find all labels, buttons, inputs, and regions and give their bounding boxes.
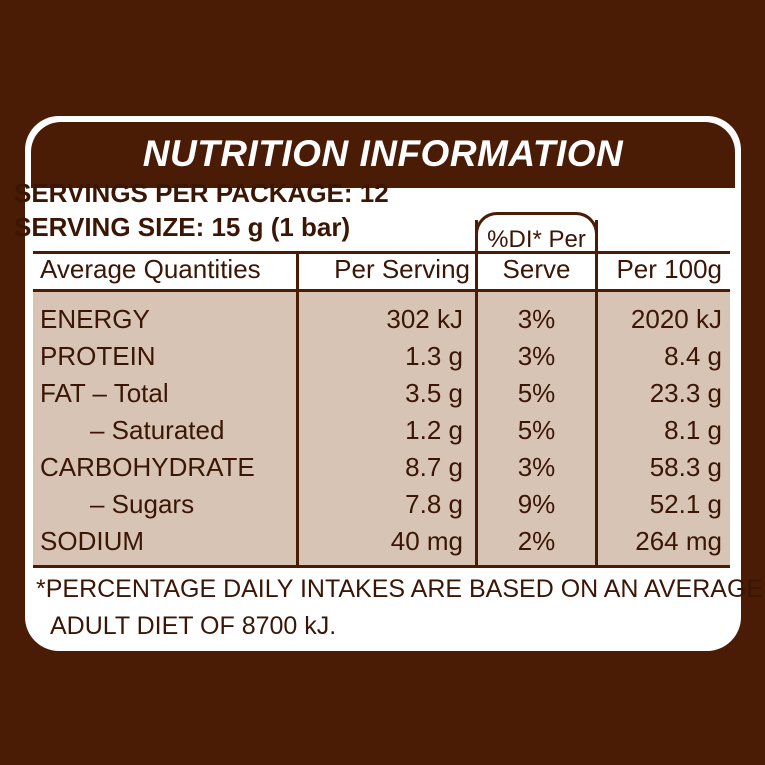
table-row: CARBOHYDRATE 8.7 g 3% 58.3 g	[0, 452, 765, 488]
footnote-line1: *PERCENTAGE DAILY INTAKES ARE BASED ON A…	[36, 575, 764, 603]
per-serving-value: 3.5 g	[405, 378, 463, 408]
footnote-line2: ADULT DIET OF 8700 kJ.	[50, 612, 337, 640]
table-row: – Saturated 1.2 g 5% 8.1 g	[0, 415, 765, 451]
nutrient-name: ENERGY	[40, 304, 150, 334]
table-row: SODIUM 40 mg 2% 264 mg	[0, 526, 765, 562]
table-body-fill	[33, 292, 730, 565]
per-serving-value: 1.3 g	[405, 341, 463, 371]
per-serving-value: 40 mg	[390, 526, 463, 556]
column-divider	[595, 220, 598, 568]
header-average-quantities: Average Quantities	[40, 254, 261, 284]
table-row: PROTEIN 1.3 g 3% 8.4 g	[0, 341, 765, 377]
per-serving-value: 1.2 g	[405, 415, 463, 445]
column-divider	[296, 251, 299, 568]
per-100g-value: 8.1 g	[664, 415, 722, 445]
table-row: FAT – Total 3.5 g 5% 23.3 g	[0, 378, 765, 414]
per-serving-value: 302 kJ	[386, 304, 463, 334]
column-divider	[475, 220, 478, 568]
header-top-rule	[33, 251, 730, 254]
di-value: 3%	[517, 452, 556, 482]
di-column-cap	[475, 212, 598, 252]
per-100g-value: 264 mg	[635, 526, 722, 556]
di-value: 3%	[517, 304, 556, 334]
header-bottom-rule	[33, 289, 730, 292]
di-value: 3%	[517, 341, 556, 371]
di-value: 5%	[517, 415, 556, 445]
per-100g-value: 23.3 g	[649, 378, 722, 408]
serving-size: SERVING SIZE: 15 g (1 bar)	[14, 212, 351, 242]
header-per-serving: Per Serving	[334, 254, 470, 284]
per-100g-value: 58.3 g	[649, 452, 722, 482]
header-di-line1: %DI* Per	[487, 226, 586, 253]
nutrient-name: – Sugars	[90, 489, 195, 519]
table-row: – Sugars 7.8 g 9% 52.1 g	[0, 489, 765, 525]
nutrient-name: FAT – Total	[40, 378, 169, 408]
di-value: 2%	[517, 526, 556, 556]
header-di-line2: Serve	[502, 254, 571, 284]
per-serving-value: 8.7 g	[405, 452, 463, 482]
di-value: 5%	[517, 378, 556, 408]
title: NUTRITION INFORMATION	[31, 122, 735, 188]
header-per-100g: Per 100g	[616, 254, 722, 284]
nutrient-name: SODIUM	[40, 526, 144, 556]
table-row: ENERGY 302 kJ 3% 2020 kJ	[0, 304, 765, 340]
per-100g-value: 8.4 g	[664, 341, 722, 371]
nutrient-name: CARBOHYDRATE	[40, 452, 255, 482]
nutrient-name: – Saturated	[90, 415, 225, 445]
per-100g-value: 52.1 g	[649, 489, 722, 519]
servings-per-package: SERVINGS PER PACKAGE: 12	[14, 178, 389, 208]
per-100g-value: 2020 kJ	[630, 304, 722, 334]
nutrient-name: PROTEIN	[40, 341, 156, 371]
di-value: 9%	[517, 489, 556, 519]
table-bottom-rule	[33, 565, 730, 568]
per-serving-value: 7.8 g	[405, 489, 463, 519]
